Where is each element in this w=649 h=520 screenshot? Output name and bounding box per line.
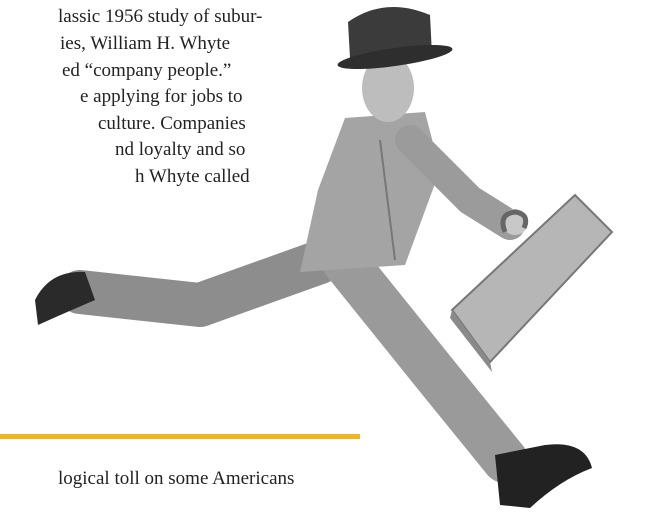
back-shoe — [35, 272, 95, 325]
back-leg — [80, 262, 320, 305]
front-shoe — [495, 444, 592, 508]
page: lassic 1956 study of subur- ies, William… — [0, 0, 649, 520]
running-man-image — [0, 0, 649, 520]
